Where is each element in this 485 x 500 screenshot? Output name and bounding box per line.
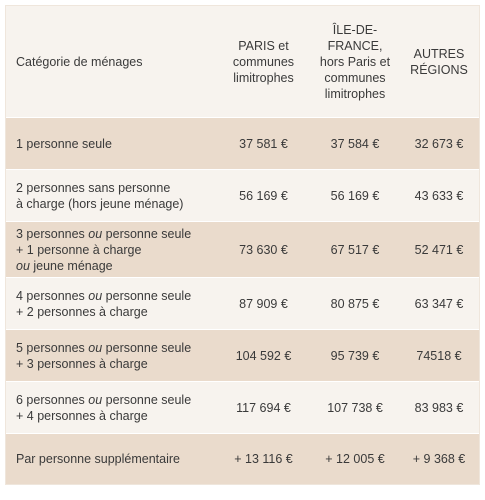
table-row: 3 personnes ou personne seule + 1 personn…: [6, 222, 479, 278]
value-paris: 117 694 €: [236, 400, 291, 415]
value-idf: + 12 005 €: [325, 452, 385, 466]
value-idf: 107 738 €: [327, 400, 383, 415]
value-paris: 56 169 €: [239, 188, 288, 203]
value-idf: 80 875 €: [330, 296, 380, 311]
row-category: 3 personnes ou personne seule + 1 personn…: [6, 226, 216, 274]
table-row: Par personne supplémentaire + 13 116 € + 1…: [6, 434, 479, 484]
row-category: 5 personnes ou personne seule + 3 personn…: [6, 340, 216, 372]
header-paris-line: limitrophes: [233, 70, 294, 85]
header-idf-line: communes: [324, 70, 386, 85]
row-category: 2 personnes sans personne à charge (hors …: [6, 180, 216, 212]
value-paris: 87 909 €: [239, 296, 288, 311]
header-paris-line: communes: [232, 54, 295, 69]
header-paris: PARIS et communes limitrophes: [216, 38, 311, 86]
category-text: 2 personnes sans personne: [16, 180, 171, 195]
table-row: 1 personne seule 37 581 € 37 584 € 32 673 €: [6, 118, 479, 170]
category-line: + 4 personnes à charge: [16, 408, 216, 424]
income-ceiling-table: Catégorie de ménages PARIS et communes l…: [5, 5, 480, 485]
category-text: ou: [16, 258, 30, 273]
category-text: ou: [88, 288, 103, 303]
table-row: 5 personnes ou personne seule + 3 personn…: [6, 330, 479, 382]
category-line: à charge (hors jeune ménage): [16, 196, 216, 212]
category-text: ou: [88, 226, 103, 241]
category-text: personne seule: [102, 392, 192, 407]
category-text: 3 personnes: [16, 226, 89, 241]
category-line: 1 personne seule: [16, 136, 216, 152]
row-category: 1 personne seule: [6, 136, 216, 152]
value-paris: + 13 116 €: [234, 452, 293, 466]
header-idf-line: FRANCE,: [327, 38, 383, 53]
value-autres: 74518 €: [416, 348, 462, 363]
category-line: 3 personnes ou personne seule: [16, 226, 216, 242]
category-line: 6 personnes ou personne seule: [16, 392, 216, 408]
category-line: + 2 personnes à charge: [16, 304, 216, 320]
category-text: ou: [88, 392, 103, 407]
value-autres: + 9 368 €: [412, 452, 466, 466]
value-autres: 83 983 €: [414, 400, 464, 415]
header-autres-line: AUTRES: [413, 46, 465, 61]
header-idf-line: hors Paris et: [319, 54, 391, 69]
table-body: 1 personne seule 37 581 € 37 584 € 32 673 €…: [6, 118, 479, 484]
table-row: 6 personnes ou personne seule + 4 personn…: [6, 382, 479, 434]
category-line: Par personne supplémentaire: [16, 451, 216, 467]
value-paris: 73 630 €: [239, 242, 288, 257]
value-autres: 32 673 €: [414, 136, 464, 151]
category-line: 2 personnes sans personne: [16, 180, 216, 196]
category-text: personne seule: [102, 288, 192, 303]
value-paris: 104 592 €: [235, 348, 292, 363]
category-text: + 1 personne à charge: [16, 242, 142, 257]
row-category: 6 personnes ou personne seule + 4 personn…: [6, 392, 216, 424]
value-idf: 95 739 €: [330, 348, 380, 363]
category-text: 6 personnes: [16, 392, 89, 407]
category-text: + 4 personnes à charge: [16, 408, 148, 423]
table-header: Catégorie de ménages PARIS et communes l…: [6, 6, 479, 118]
category-text: 1 personne seule: [16, 136, 112, 151]
header-idf-line: limitrophes: [324, 86, 386, 101]
value-idf: 56 169 €: [330, 188, 380, 203]
category-text: 5 personnes: [16, 340, 89, 355]
header-idf-line: ÎLE-DE-: [332, 22, 378, 37]
header-paris-line: PARIS et: [238, 38, 289, 53]
header-autres-line: RÉGIONS: [410, 62, 468, 77]
row-category: Par personne supplémentaire: [6, 451, 216, 467]
value-paris: 37 581 €: [239, 136, 288, 151]
value-idf: 67 517 €: [330, 242, 380, 257]
value-autres: 63 347 €: [414, 296, 464, 311]
header-idf: ÎLE-DE- FRANCE, hors Paris et communes l…: [311, 22, 399, 102]
category-text: jeune ménage: [29, 258, 113, 273]
header-category: Catégorie de ménages: [16, 54, 143, 69]
value-autres: 43 633 €: [414, 188, 464, 203]
category-text: + 3 personnes à charge: [16, 356, 148, 371]
value-idf: 37 584 €: [330, 136, 380, 151]
category-line: 4 personnes ou personne seule: [16, 288, 216, 304]
category-text: + 2 personnes à charge: [16, 304, 148, 319]
table-row: 2 personnes sans personne à charge (hors …: [6, 170, 479, 222]
category-text: personne seule: [102, 226, 192, 241]
row-category: 4 personnes ou personne seule + 2 personn…: [6, 288, 216, 320]
category-text: 4 personnes: [16, 288, 89, 303]
category-line: + 1 personne à charge: [16, 242, 216, 258]
category-line: ou jeune ménage: [16, 258, 216, 274]
category-text: ou: [88, 340, 103, 355]
category-line: + 3 personnes à charge: [16, 356, 216, 372]
category-line: 5 personnes ou personne seule: [16, 340, 216, 356]
category-text: à charge (hors jeune ménage): [16, 196, 184, 211]
category-text: personne seule: [102, 340, 192, 355]
table-row: 4 personnes ou personne seule + 2 personn…: [6, 278, 479, 330]
header-autres: AUTRES RÉGIONS: [399, 46, 479, 78]
category-text: Par personne supplémentaire: [16, 452, 180, 466]
value-autres: 52 471 €: [414, 242, 464, 257]
